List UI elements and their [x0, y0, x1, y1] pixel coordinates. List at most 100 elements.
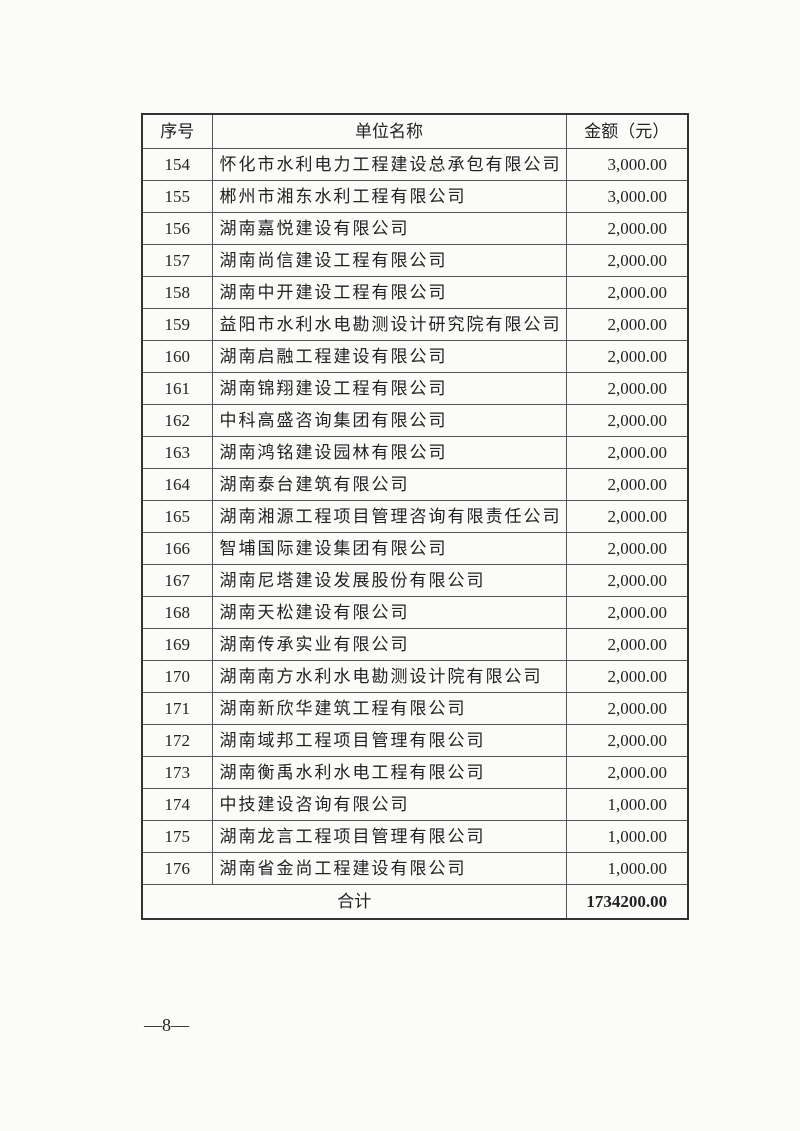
cell-amount: 2,000.00	[565, 532, 689, 565]
cell-amount: 2,000.00	[565, 596, 689, 629]
table-row: 156 湖南嘉悦建设有限公司 2,000.00	[141, 212, 689, 245]
cell-amount: 2,000.00	[565, 404, 689, 437]
cell-amount: 2,000.00	[565, 436, 689, 469]
cell-amount: 2,000.00	[565, 500, 689, 533]
cell-amount: 3,000.00	[565, 148, 689, 181]
table-row: 161 湖南锦翔建设工程有限公司 2,000.00	[141, 372, 689, 405]
cell-seq: 169	[141, 628, 213, 661]
cell-name: 郴州市湘东水利工程有限公司	[211, 180, 567, 213]
table-row: 164 湖南泰台建筑有限公司 2,000.00	[141, 468, 689, 501]
table-row: 163 湖南鸿铭建设园林有限公司 2,000.00	[141, 436, 689, 469]
cell-name: 湖南锦翔建设工程有限公司	[211, 372, 567, 405]
cell-seq: 163	[141, 436, 213, 469]
cell-name: 湖南传承实业有限公司	[211, 628, 567, 661]
cell-seq: 166	[141, 532, 213, 565]
cell-seq: 175	[141, 820, 213, 853]
cell-seq: 155	[141, 180, 213, 213]
cell-amount: 2,000.00	[565, 692, 689, 725]
total-label: 合计	[141, 884, 567, 920]
cell-name: 湖南龙言工程项目管理有限公司	[211, 820, 567, 853]
cell-seq: 160	[141, 340, 213, 373]
table-row: 158 湖南中开建设工程有限公司 2,000.00	[141, 276, 689, 309]
cell-seq: 161	[141, 372, 213, 405]
cell-seq: 176	[141, 852, 213, 885]
cell-seq: 154	[141, 148, 213, 181]
table-row: 166 智埔国际建设集团有限公司 2,000.00	[141, 532, 689, 565]
cell-seq: 165	[141, 500, 213, 533]
table-row: 162 中科高盛咨询集团有限公司 2,000.00	[141, 404, 689, 437]
cell-seq: 162	[141, 404, 213, 437]
table-row: 154 怀化市水利电力工程建设总承包有限公司 3,000.00	[141, 148, 689, 181]
cell-seq: 170	[141, 660, 213, 693]
cell-seq: 159	[141, 308, 213, 341]
cell-name: 湖南省金尚工程建设有限公司	[211, 852, 567, 885]
table-header-row: 序号 单位名称 金额（元）	[141, 113, 689, 149]
table-row: 168 湖南天松建设有限公司 2,000.00	[141, 596, 689, 629]
cell-amount: 1,000.00	[565, 852, 689, 885]
cell-name: 湖南中开建设工程有限公司	[211, 276, 567, 309]
table-row: 160 湖南启融工程建设有限公司 2,000.00	[141, 340, 689, 373]
cell-name: 湖南泰台建筑有限公司	[211, 468, 567, 501]
table-row: 173 湖南衡禹水利水电工程有限公司 2,000.00	[141, 756, 689, 789]
total-amount: 1734200.00	[565, 884, 689, 920]
cell-seq: 167	[141, 564, 213, 597]
table-row: 175 湖南龙言工程项目管理有限公司 1,000.00	[141, 820, 689, 853]
cell-seq: 158	[141, 276, 213, 309]
header-amount: 金额（元）	[565, 113, 689, 149]
cell-name: 湖南南方水利水电勘测设计院有限公司	[211, 660, 567, 693]
cell-seq: 156	[141, 212, 213, 245]
cell-amount: 2,000.00	[565, 244, 689, 277]
table-row: 167 湖南尼塔建设发展股份有限公司 2,000.00	[141, 564, 689, 597]
table-row: 165 湖南湘源工程项目管理咨询有限责任公司 2,000.00	[141, 500, 689, 533]
cell-seq: 174	[141, 788, 213, 821]
cell-name: 中科高盛咨询集团有限公司	[211, 404, 567, 437]
cell-name: 益阳市水利水电勘测设计研究院有限公司	[211, 308, 567, 341]
cell-amount: 3,000.00	[565, 180, 689, 213]
table-row: 170 湖南南方水利水电勘测设计院有限公司 2,000.00	[141, 660, 689, 693]
cell-name: 湖南尼塔建设发展股份有限公司	[211, 564, 567, 597]
cell-amount: 2,000.00	[565, 724, 689, 757]
cell-name: 智埔国际建设集团有限公司	[211, 532, 567, 565]
cell-seq: 172	[141, 724, 213, 757]
cell-amount: 2,000.00	[565, 564, 689, 597]
header-name: 单位名称	[211, 113, 567, 149]
cell-seq: 164	[141, 468, 213, 501]
table-row: 172 湖南域邦工程项目管理有限公司 2,000.00	[141, 724, 689, 757]
cell-amount: 2,000.00	[565, 340, 689, 373]
cell-name: 湖南尚信建设工程有限公司	[211, 244, 567, 277]
cell-amount: 2,000.00	[565, 660, 689, 693]
cell-name: 湖南衡禹水利水电工程有限公司	[211, 756, 567, 789]
cell-name: 湖南天松建设有限公司	[211, 596, 567, 629]
cell-amount: 1,000.00	[565, 788, 689, 821]
page-number: —8—	[144, 1015, 189, 1035]
total-row: 合计 1734200.00	[141, 884, 689, 920]
table-row: 176 湖南省金尚工程建设有限公司 1,000.00	[141, 852, 689, 885]
table-row: 169 湖南传承实业有限公司 2,000.00	[141, 628, 689, 661]
cell-seq: 157	[141, 244, 213, 277]
cell-seq: 168	[141, 596, 213, 629]
cell-name: 湖南域邦工程项目管理有限公司	[211, 724, 567, 757]
cell-name: 湖南嘉悦建设有限公司	[211, 212, 567, 245]
table-row: 174 中技建设咨询有限公司 1,000.00	[141, 788, 689, 821]
donation-table: 序号 单位名称 金额（元） 154 怀化市水利电力工程建设总承包有限公司 3,000…	[141, 113, 689, 920]
cell-amount: 2,000.00	[565, 468, 689, 501]
cell-name: 中技建设咨询有限公司	[211, 788, 567, 821]
cell-name: 湖南新欣华建筑工程有限公司	[211, 692, 567, 725]
cell-name: 湖南湘源工程项目管理咨询有限责任公司	[211, 500, 567, 533]
table-row: 171 湖南新欣华建筑工程有限公司 2,000.00	[141, 692, 689, 725]
cell-amount: 2,000.00	[565, 628, 689, 661]
cell-seq: 173	[141, 756, 213, 789]
table-row: 155 郴州市湘东水利工程有限公司 3,000.00	[141, 180, 689, 213]
cell-name: 湖南鸿铭建设园林有限公司	[211, 436, 567, 469]
header-seq: 序号	[141, 113, 213, 149]
cell-amount: 1,000.00	[565, 820, 689, 853]
table-row: 159 益阳市水利水电勘测设计研究院有限公司 2,000.00	[141, 308, 689, 341]
cell-name: 湖南启融工程建设有限公司	[211, 340, 567, 373]
cell-amount: 2,000.00	[565, 308, 689, 341]
cell-amount: 2,000.00	[565, 372, 689, 405]
table-row: 157 湖南尚信建设工程有限公司 2,000.00	[141, 244, 689, 277]
cell-amount: 2,000.00	[565, 276, 689, 309]
cell-seq: 171	[141, 692, 213, 725]
cell-amount: 2,000.00	[565, 212, 689, 245]
cell-amount: 2,000.00	[565, 756, 689, 789]
